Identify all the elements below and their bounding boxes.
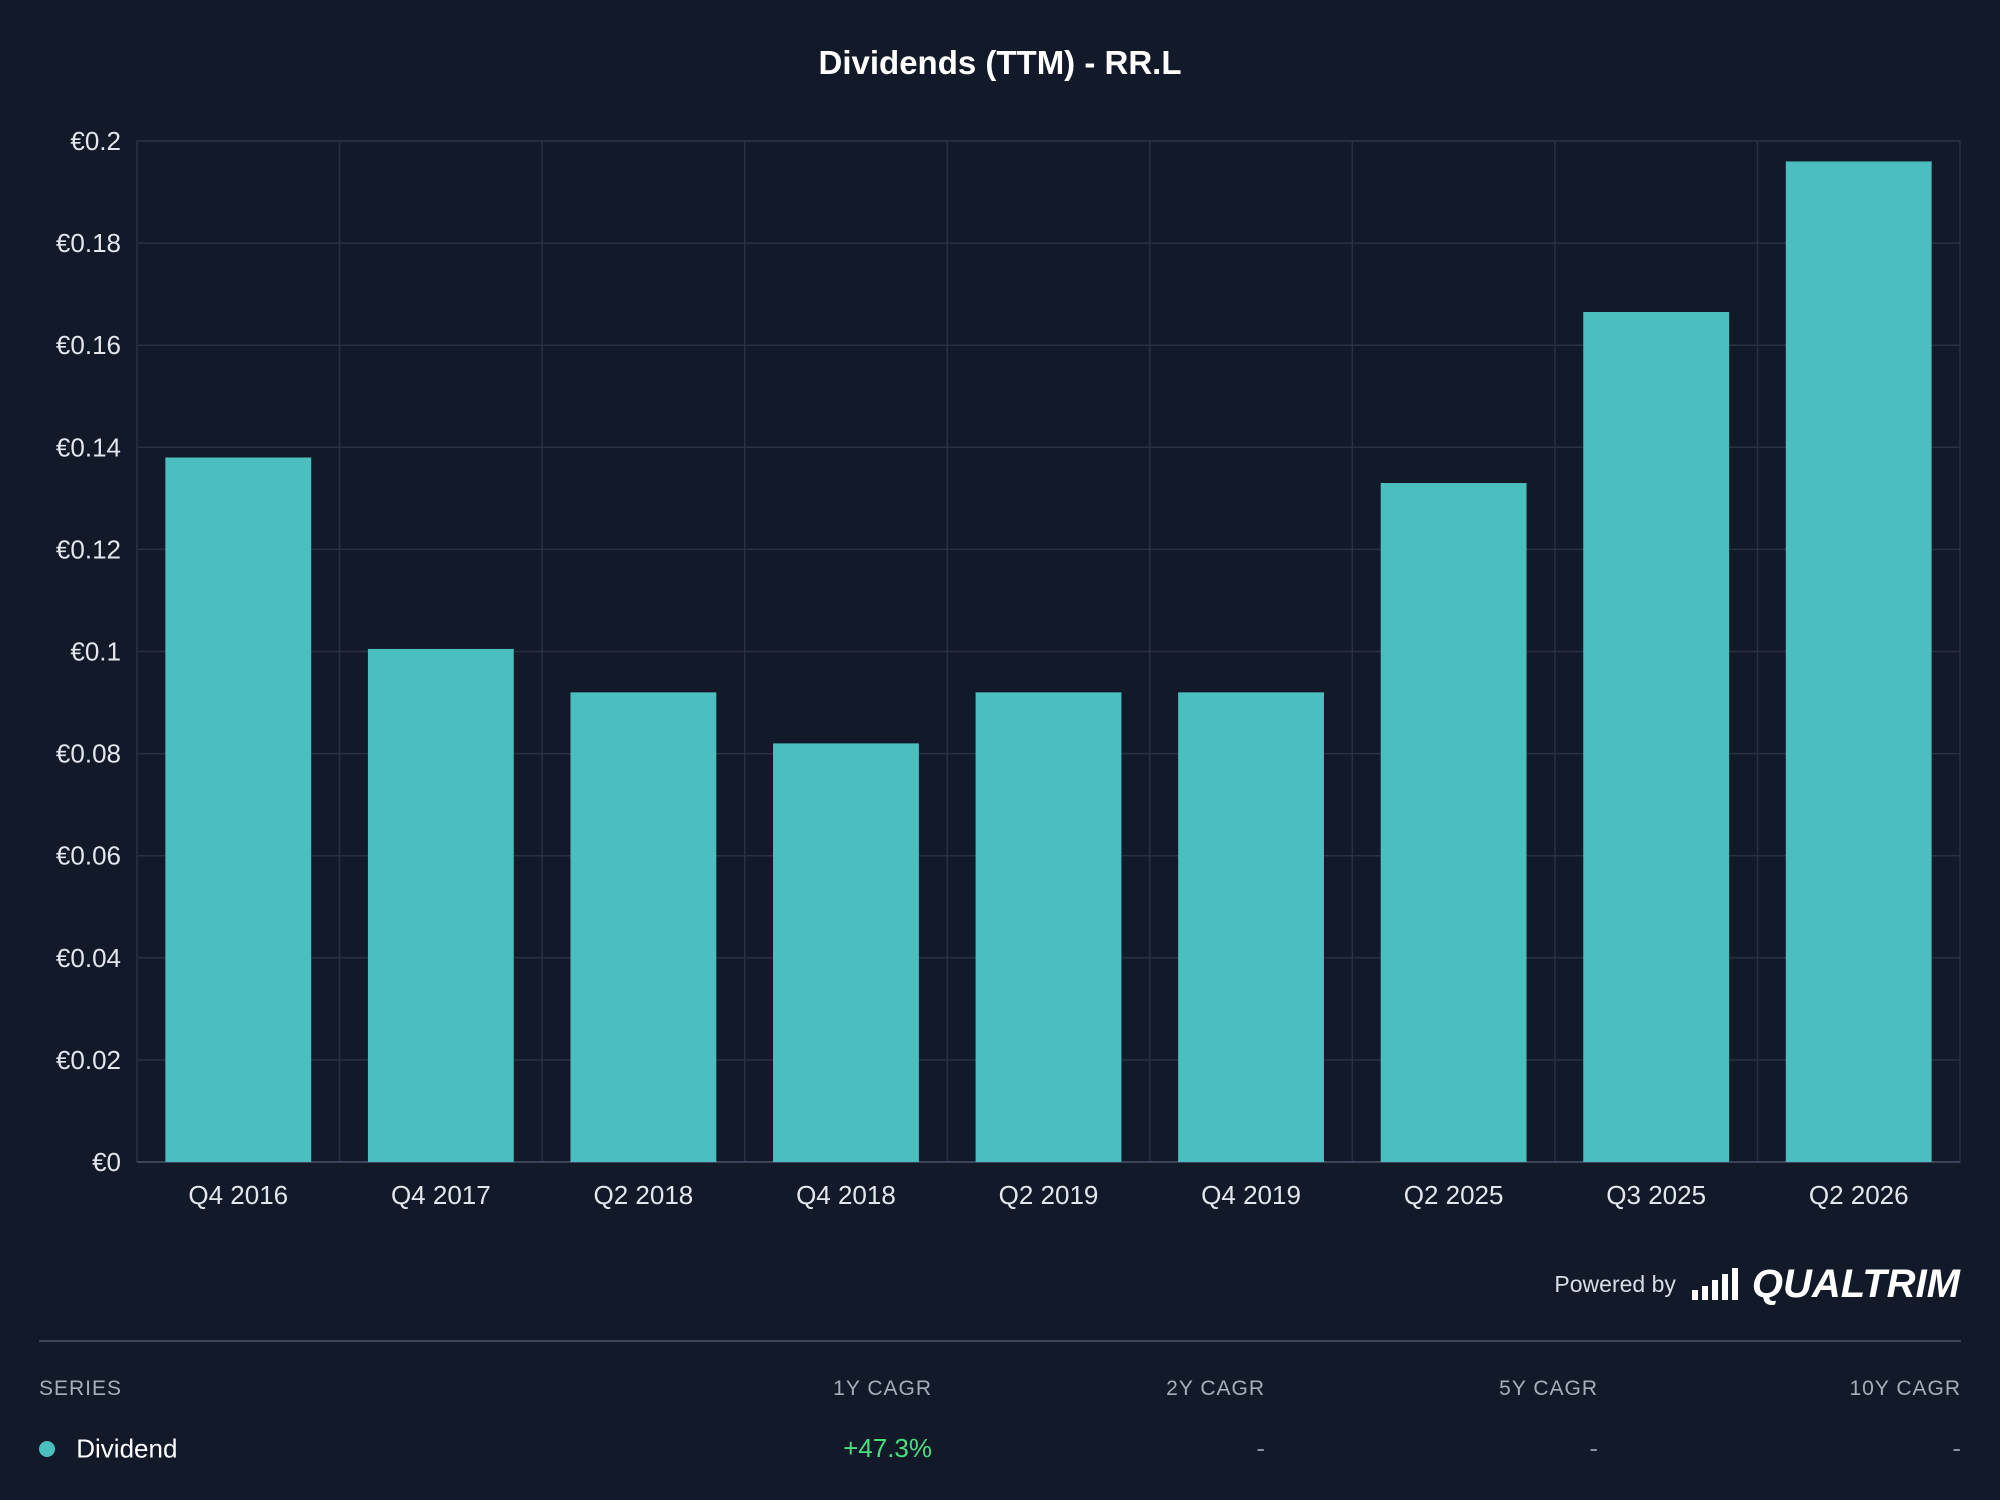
bar[interactable] [773, 743, 919, 1162]
series-color-dot-icon [39, 1440, 55, 1457]
qualtrim-logo-icon [1691, 1268, 1742, 1300]
header-series: SERIES [39, 1377, 123, 1400]
brand-name: QUALTRIM [1751, 1261, 1960, 1306]
x-tick-label: Q4 2016 [188, 1180, 288, 1210]
dividends-bar-chart: Dividends (TTM) - RR.L €0 €0.02 €0.04 €0.06… [56, 44, 1961, 1210]
y-tick-label: €0.12 [56, 534, 121, 564]
bar[interactable] [1785, 161, 1932, 1163]
y-tick-label: €0.1 [70, 637, 121, 667]
header-5y-cagr: 5Y CAGR [1499, 1377, 1598, 1400]
x-tick-label: Q3 2025 [1606, 1180, 1706, 1210]
header-10y-cagr: 10Y CAGR [1849, 1377, 1961, 1400]
y-tick-label: €0.06 [56, 841, 121, 871]
bar[interactable] [367, 648, 514, 1162]
x-tick-label: Q2 2019 [999, 1180, 1099, 1210]
x-tick-label: Q2 2026 [1809, 1180, 1909, 1210]
x-tick-label: Q2 2025 [1404, 1180, 1504, 1210]
series-cell: Dividend [39, 1432, 589, 1465]
cagr-1y-value: +47.3% [843, 1432, 932, 1463]
y-tick-label: €0.02 [56, 1045, 121, 1075]
header-1y-cagr: 1Y CAGR [833, 1377, 932, 1400]
bar[interactable] [1380, 483, 1527, 1162]
y-axis-ticks: €0 €0.02 €0.04 €0.06 €0.08 €0.1 €0.12 €0.14 €0.1… [56, 126, 121, 1177]
bar[interactable] [165, 457, 312, 1162]
powered-by[interactable]: Powered by QUALTRIM [1554, 1262, 1960, 1306]
chart-title: Dividends (TTM) - RR.L [819, 44, 1182, 81]
x-tick-label: Q4 2018 [796, 1180, 896, 1210]
bar[interactable] [570, 692, 717, 1162]
y-tick-label: €0.14 [56, 432, 121, 462]
x-tick-label: Q2 2018 [594, 1180, 694, 1210]
divider [39, 1340, 1961, 1342]
y-tick-label: €0.2 [70, 126, 121, 156]
y-tick-label: €0.18 [56, 228, 121, 258]
cagr-10y-value: - [1952, 1432, 1961, 1463]
y-tick-label: €0.04 [56, 943, 121, 973]
bar[interactable] [1583, 312, 1730, 1163]
cagr-table: SERIES 1Y CAGR 2Y CAGR 5Y CAGR 10Y CAGR … [39, 1370, 1961, 1468]
y-tick-label: €0 [92, 1147, 121, 1177]
series-name: Dividend [76, 1433, 178, 1464]
x-axis-ticks: Q4 2016 Q4 2017 Q2 2018 Q4 2018 Q2 2019 Q4 20… [188, 1180, 1908, 1210]
cagr-5y-value: - [1589, 1432, 1598, 1463]
header-2y-cagr: 2Y CAGR [1166, 1377, 1265, 1400]
table-row[interactable]: Dividend +47.3% - - - [39, 1428, 1961, 1468]
x-tick-label: Q4 2019 [1201, 1180, 1301, 1210]
cagr-2y-value: - [1256, 1432, 1265, 1463]
bar[interactable] [975, 692, 1122, 1162]
bar[interactable] [1178, 692, 1324, 1162]
x-tick-label: Q4 2017 [391, 1180, 491, 1210]
y-tick-label: €0.16 [56, 330, 121, 360]
powered-by-label: Powered by [1554, 1270, 1676, 1297]
bar-layer [165, 161, 1932, 1163]
y-tick-label: €0.08 [56, 739, 121, 769]
cagr-table-header: SERIES 1Y CAGR 2Y CAGR 5Y CAGR 10Y CAGR [39, 1370, 1961, 1408]
